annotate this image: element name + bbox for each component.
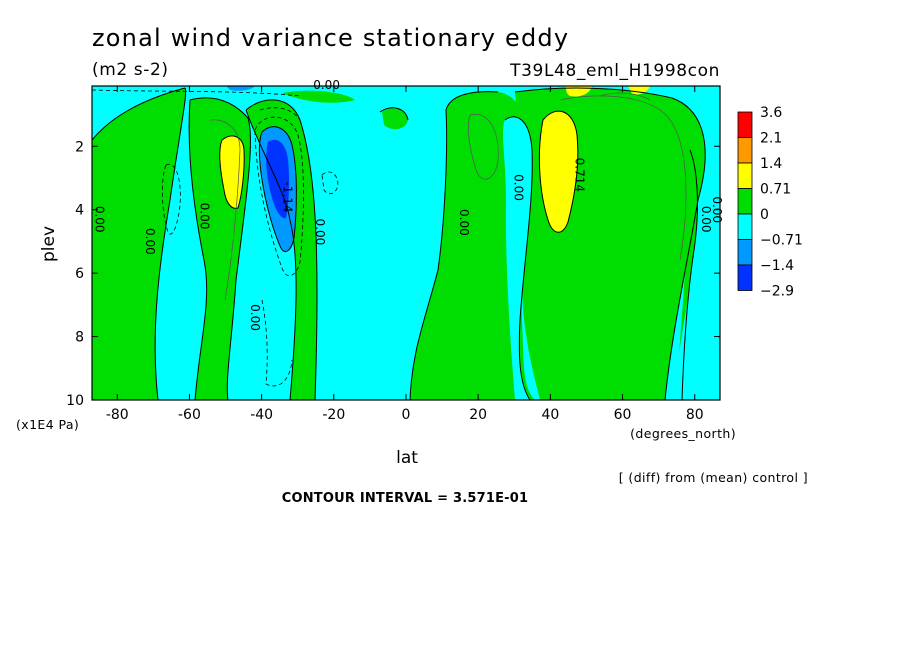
colorbar-label: 3.6 — [760, 105, 782, 121]
colorbar-label: 0.71 — [760, 182, 791, 198]
chart-title: zonal wind variance stationary eddy — [92, 24, 569, 52]
fill-blue-top-strip — [226, 86, 255, 91]
x-tick-label: -80 — [106, 407, 129, 423]
fill-cyan-east-pocket — [503, 116, 533, 400]
y-axis: 2 4 6 8 10 — [66, 139, 720, 409]
x-tick-label: 80 — [686, 407, 704, 423]
fill-deepblue-jet — [266, 139, 290, 219]
colorbar: 3.6 2.1 1.4 0.71 0 −0.71 −1.4 −2.9 — [737, 105, 803, 300]
colorbar-swatch — [737, 162, 753, 189]
x-axis-title: lat — [396, 448, 418, 468]
y-tick-label: 10 — [66, 393, 84, 409]
y-tick-label: 4 — [75, 203, 84, 219]
experiment-label: T39L48_eml_H1998con — [509, 61, 720, 81]
y-axis-units: (x1E4 Pa) — [16, 417, 79, 432]
x-tick-label: -20 — [322, 407, 345, 423]
contour-label: -1.14 — [280, 181, 294, 212]
fill-green-east — [410, 91, 535, 400]
contour-label: 0.714 — [573, 158, 587, 192]
x-axis: -80 -60 -40 -20 0 20 40 60 80 — [106, 86, 704, 423]
diff-note: [ (diff) from (mean) control ] — [619, 470, 808, 485]
y-tick-label: 8 — [75, 330, 84, 346]
fill-green-upper — [282, 90, 355, 103]
colorbar-swatch — [737, 137, 753, 164]
contour-label: 0.00 — [93, 206, 107, 233]
contour-label: 0.00 — [143, 228, 157, 255]
x-tick-label: 0 — [402, 407, 411, 423]
contour-interval: CONTOUR INTERVAL = 3.571E-01 — [282, 491, 529, 506]
chart-units: (m2 s-2) — [92, 60, 169, 80]
fill-yellow-top-ne2 — [628, 86, 650, 95]
fill-green-sm-patch — [382, 108, 408, 130]
contour-label: 0.00 — [457, 209, 471, 236]
contour-label: 0.00 — [248, 304, 262, 331]
contour-lines — [92, 87, 706, 400]
x-tick-label: -60 — [178, 407, 201, 423]
colorbar-swatch — [737, 239, 753, 266]
contour-label: 0.00 — [197, 203, 211, 230]
contour-field — [92, 86, 720, 400]
colorbar-label: 1.4 — [760, 156, 782, 172]
y-tick-label: 6 — [75, 266, 84, 282]
y-tick-label: 2 — [75, 139, 84, 155]
contour-label: 0.00 — [313, 78, 340, 92]
contour-lines-thin — [209, 92, 687, 301]
colorbar-swatch — [737, 188, 753, 215]
contour-label-layer: 0.00 0.00 0.00 0.00 -1.14 0.00 0.00 0.00 0.00 0.7… — [93, 78, 724, 331]
fill-green-west — [92, 88, 186, 400]
colorbar-swatch — [737, 111, 753, 138]
fill-yellow-nh — [539, 111, 578, 233]
colorbar-swatch — [737, 264, 753, 291]
contour-label: 0.00 — [313, 219, 327, 246]
colorbar-label: −2.9 — [760, 284, 794, 300]
x-tick-label: 60 — [614, 407, 632, 423]
colorbar-swatch — [737, 213, 753, 240]
colorbar-label: −1.4 — [760, 258, 794, 274]
colorbar-label: 0 — [760, 207, 769, 223]
contour-label: 0.00 — [699, 206, 713, 233]
colorbar-label: −0.71 — [760, 233, 803, 249]
fill-green-south-mid — [246, 99, 317, 400]
colorbar-label: 2.1 — [760, 131, 782, 147]
x-tick-label: 20 — [469, 407, 487, 423]
fill-green-sliver-80 — [676, 150, 698, 400]
contour-lines-negative — [92, 89, 339, 387]
y-axis-title: plev — [39, 226, 59, 262]
fill-cyan-far-east — [672, 98, 720, 400]
contour-label: 0.00 — [511, 174, 525, 201]
x-tick-label: -40 — [250, 407, 273, 423]
x-axis-units: (degrees_north) — [630, 426, 736, 441]
x-tick-label: 40 — [541, 407, 559, 423]
